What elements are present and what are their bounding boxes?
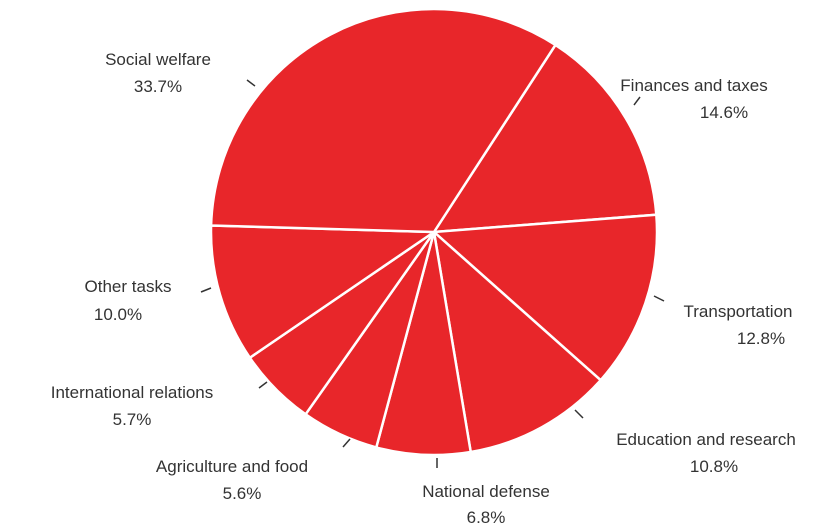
slice-name-label: Transportation	[684, 302, 793, 321]
slice-value-label: 12.8%	[737, 329, 785, 348]
slice-name-label: Finances and taxes	[620, 76, 767, 95]
slice-value-label: 10.0%	[94, 305, 142, 324]
slice-name-label: Education and research	[616, 430, 796, 449]
leader-line	[633, 96, 641, 106]
pie-slices	[209, 7, 659, 457]
slice-value-label: 5.7%	[113, 410, 152, 429]
slice-name-label: Agriculture and food	[156, 457, 308, 476]
pie-slice-social-welfare	[209, 7, 557, 234]
leader-lines	[200, 79, 665, 468]
slice-value-label: 6.8%	[467, 508, 506, 527]
slice-name-label: Social welfare	[105, 50, 211, 69]
slice-value-label: 10.8%	[690, 457, 738, 476]
slice-name-label: National defense	[422, 482, 550, 501]
pie-slice-other-tasks	[209, 224, 436, 359]
slice-name-label: International relations	[51, 383, 214, 402]
pie-slice-education-and-research	[432, 230, 602, 454]
pie-slice-transportation	[432, 213, 659, 382]
leader-line	[653, 295, 665, 302]
slice-value-label: 14.6%	[700, 103, 748, 122]
slice-labels: Finances and taxes 14.6% Transportation 12.…	[51, 50, 796, 527]
leader-line	[342, 438, 351, 448]
leader-line	[574, 409, 584, 419]
leader-line	[258, 381, 268, 389]
slice-value-label: 33.7%	[134, 77, 182, 96]
leader-line	[200, 287, 212, 293]
leader-line	[246, 79, 256, 87]
slice-name-label: Other tasks	[85, 277, 172, 296]
pie-slice-finances-and-taxes	[432, 43, 658, 234]
slice-value-label: 5.6%	[223, 484, 262, 503]
